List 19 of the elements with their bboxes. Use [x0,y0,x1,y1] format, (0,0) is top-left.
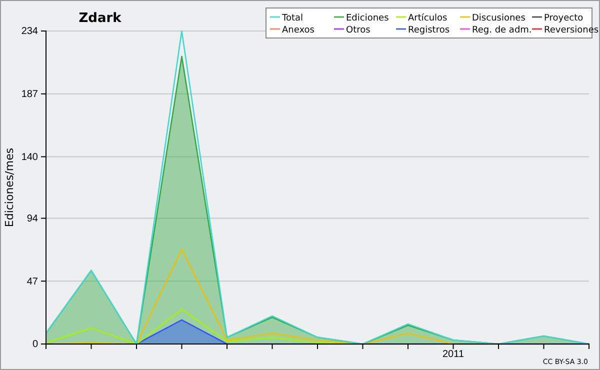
y-tick-label: 0 [32,339,38,350]
y-tick-label: 187 [21,89,38,100]
legend-label: Otros [346,26,371,36]
y-tick-label: 47 [26,276,38,288]
legend-label: Artículos [408,12,448,24]
legend-label: Discusiones [472,14,526,24]
y-axis-title: Ediciones/mes [3,148,16,228]
legend-label: Reg. de adm. [472,26,532,36]
chart-title: Zdark [78,11,122,26]
y-tick-label: 140 [21,152,38,163]
legend-label: Reversiones [544,26,599,36]
legend-label: Proyecto [544,14,584,24]
legend-label: Registros [408,26,450,36]
legend-label: Total [281,14,304,24]
legend-label: Ediciones [346,14,390,24]
x-tick-label: 2011 [442,349,464,360]
y-tick-label: 234 [21,26,38,38]
y-tick-label: 94 [26,213,38,224]
legend-label: Anexos [282,26,315,36]
